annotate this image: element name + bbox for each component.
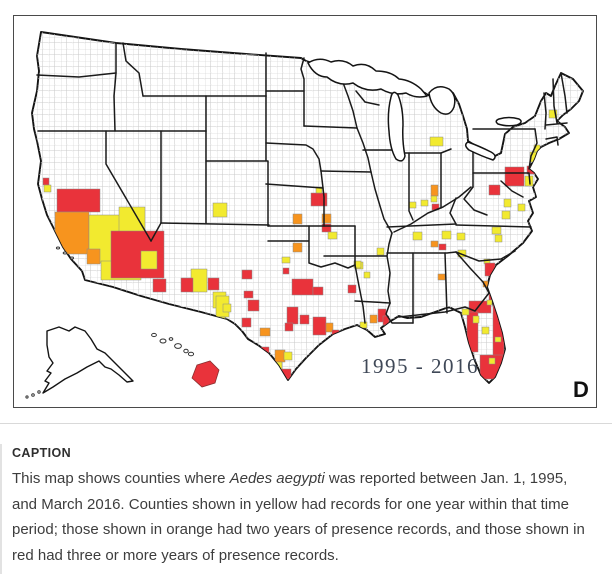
channel-islands [55,246,74,260]
caption-heading: CAPTION [12,446,72,460]
county-marker [491,226,502,235]
county-marker [312,286,324,296]
county-marker [492,303,505,357]
county-marker [486,299,493,306]
county-marker [222,303,232,313]
county-marker [412,231,423,241]
county-marker [152,278,167,293]
county-marker [54,211,90,255]
lake-superior [307,58,428,98]
county-texture [32,32,583,383]
county-marker [430,195,438,203]
county-marker [284,322,294,332]
county-markers [42,109,558,383]
lake-michigan [387,91,406,162]
map-figure-panel: 1995 - 2016 D [13,15,597,408]
county-marker [504,166,525,187]
lake-ontario [495,116,522,127]
county-marker [501,210,511,220]
county-marker [274,349,286,363]
county-marker [140,250,158,270]
lower48-landmass [31,31,584,384]
county-marker [488,184,501,196]
county-marker [190,268,208,293]
county-marker [347,284,357,294]
state-borders [36,42,568,324]
county-marker [212,202,228,218]
county-marker [283,351,293,361]
county-marker [282,267,290,275]
lake-erie [465,141,496,161]
county-marker [363,271,371,279]
county-marker [327,231,338,240]
county-marker [292,242,303,253]
county-marker [466,311,479,353]
county-marker [481,326,490,335]
county-marker [281,256,291,264]
county-marker [43,184,52,193]
species-name: Aedes aegypti [229,470,325,487]
county-marker [503,198,512,208]
county-marker [456,232,466,241]
county-marker [207,277,220,291]
county-marker [180,277,194,293]
county-marker [299,314,310,325]
county-marker [321,213,332,224]
caption-block: CAPTION This map shows counties where Ae… [0,444,600,574]
county-marker [461,308,470,316]
county-marker [369,314,378,324]
panel-letter: D [573,377,589,402]
county-marker [42,177,50,186]
caption-text-after: was reported between Jan. 1, 1995, and M… [12,470,585,564]
county-marker [86,248,101,265]
county-marker [548,109,558,119]
county-marker [325,322,334,333]
caption-text: This map shows counties where Aedes aegy… [12,466,596,568]
county-marker [377,308,387,323]
county-marker [420,199,429,207]
county-marker [408,201,417,209]
county-marker [247,299,260,312]
county-marker [241,269,253,280]
county-marker [241,317,252,328]
county-marker [56,188,101,213]
county-marker [472,315,480,324]
county-marker [292,213,303,225]
county-marker [353,260,362,269]
county-marker [438,243,447,251]
great-lakes [307,58,522,162]
county-marker [429,136,444,147]
county-marker [259,327,271,337]
county-marker [376,247,385,256]
county-marker [321,223,332,233]
hawaii-big-island [191,360,220,388]
county-marker [312,316,327,336]
county-marker [291,278,314,296]
county-marker [517,203,526,212]
county-marker [271,374,280,383]
county-marker [430,184,439,197]
county-marker [430,240,439,248]
period-label: 1995 - 2016 [361,354,479,378]
county-marker [441,230,452,240]
county-marker [494,336,502,343]
alaska-inset [25,326,134,399]
county-marker [437,273,446,281]
county-marker [257,346,270,357]
county-marker [494,234,503,243]
caption-text-before: This map shows counties where [12,470,230,487]
lake-huron [428,86,456,115]
hawaii-inset [151,332,220,388]
section-divider [0,423,612,424]
county-marker [243,290,254,299]
county-marker [488,357,496,365]
county-marker [286,306,299,325]
county-marker [359,321,368,329]
us-county-map: 1995 - 2016 D [25,31,589,402]
